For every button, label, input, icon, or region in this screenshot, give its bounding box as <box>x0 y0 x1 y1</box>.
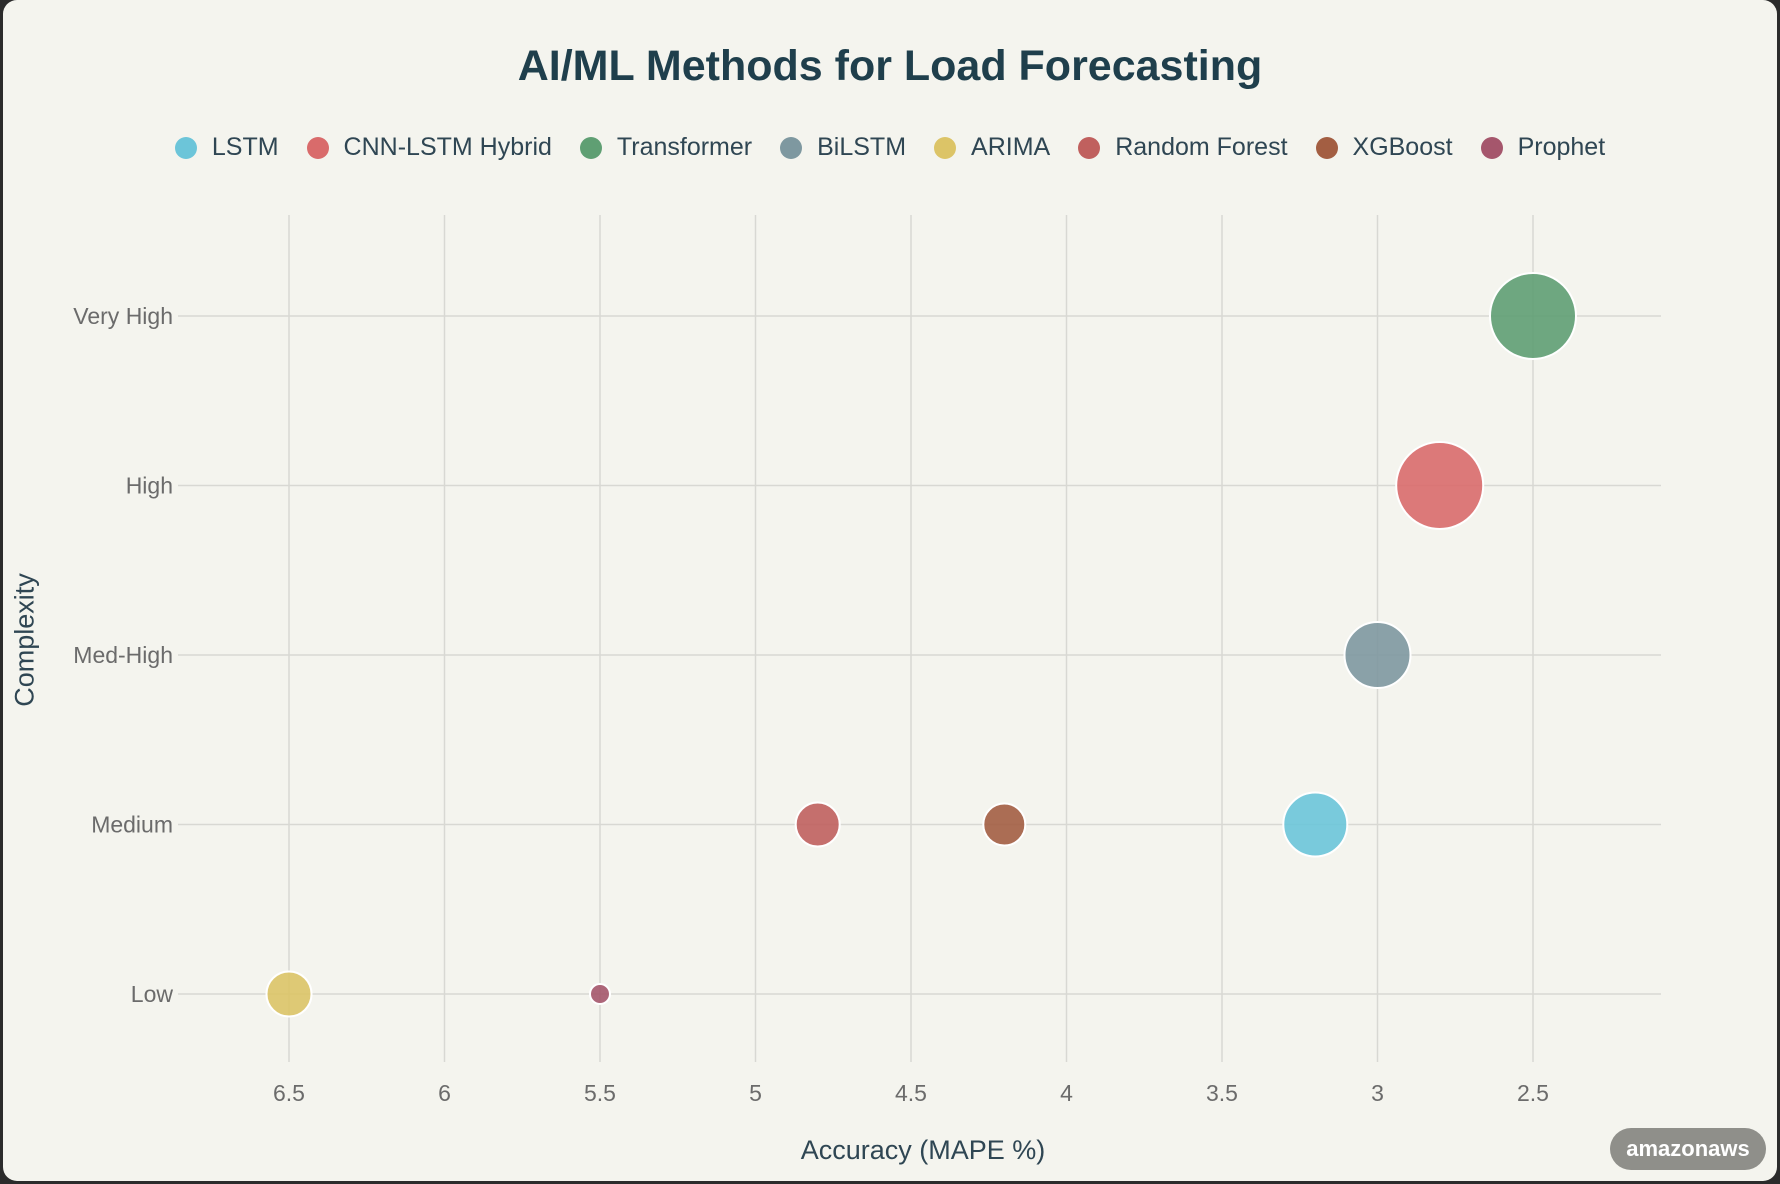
y-tick-label: Medium <box>91 812 173 838</box>
x-tick-label: 3 <box>1371 1080 1384 1106</box>
data-point-prophet <box>589 983 611 1005</box>
chart-title: AI/ML Methods for Load Forecasting <box>517 42 1263 90</box>
data-point-arima <box>265 970 313 1018</box>
x-tick-label: 6 <box>438 1080 451 1106</box>
legend-item-bilstm[interactable]: BiLSTM <box>780 133 906 162</box>
legend-marker <box>174 136 197 159</box>
data-point-lstm <box>1282 791 1349 858</box>
y-tick-label: Very High <box>73 303 173 329</box>
legend-label: XGBoost <box>1352 133 1453 161</box>
y-tick-label: High <box>126 473 173 499</box>
chart-legend: LSTM CNN-LSTM Hybrid Transformer BiLSTM ARIM… <box>3 133 1777 162</box>
legend-item-cnn-lstm-hybrid[interactable]: CNN-LSTM Hybrid <box>306 133 552 162</box>
x-tick-label: 2.5 <box>1517 1080 1549 1106</box>
data-point-bilstm <box>1343 621 1412 689</box>
legend-label: Prophet <box>1517 133 1606 161</box>
plot-area: 6.5 6 5.5 5 4.5 4 3.5 3 2.5 Low Medium Med-High High… <box>73 215 1661 1106</box>
legend-marker <box>780 136 803 159</box>
legend-label: Random Forest <box>1115 133 1288 161</box>
y-tick-label: Low <box>131 981 174 1007</box>
x-tick-label: 5.5 <box>584 1080 616 1106</box>
legend-marker <box>934 136 957 159</box>
legend-label: CNN-LSTM Hybrid <box>343 133 552 161</box>
chart-frame: AI/ML Methods for Load Forecasting LSTM C… <box>3 0 1777 1181</box>
data-point-cnn-lstm-hybrid <box>1395 441 1485 530</box>
legend-item-prophet[interactable]: Prophet <box>1480 133 1606 162</box>
legend-marker <box>579 136 602 159</box>
legend-label: LSTM <box>211 133 279 161</box>
y-axis-title: Complexity <box>9 573 40 707</box>
x-axis-title: Accuracy (MAPE %) <box>800 1135 1046 1165</box>
data-point-xgboost <box>982 802 1027 847</box>
x-tick-label: 5 <box>749 1080 762 1106</box>
watermark-badge: amazonaws <box>1610 1128 1766 1170</box>
legend-item-lstm[interactable]: LSTM <box>174 133 279 162</box>
x-tick-label: 3.5 <box>1206 1080 1238 1106</box>
legend-item-random-forest[interactable]: Random Forest <box>1078 133 1288 162</box>
legend-label: Transformer <box>616 133 753 161</box>
x-tick-label: 4 <box>1060 1080 1073 1106</box>
data-point-transformer <box>1489 272 1577 360</box>
x-tick-label: 6.5 <box>273 1080 305 1106</box>
legend-item-arima[interactable]: ARIMA <box>934 133 1050 162</box>
legend-item-xgboost[interactable]: XGBoost <box>1315 133 1453 162</box>
x-tick-label: 4.5 <box>895 1080 927 1106</box>
legend-label: BiLSTM <box>817 133 907 161</box>
data-point-random-forest <box>794 801 841 848</box>
legend-label: ARIMA <box>971 133 1051 161</box>
legend-marker <box>1078 136 1101 159</box>
legend-marker <box>1480 136 1503 159</box>
legend-marker <box>306 136 329 159</box>
y-tick-label: Med-High <box>73 642 173 668</box>
legend-marker <box>1315 136 1338 159</box>
legend-item-transformer[interactable]: Transformer <box>579 133 753 162</box>
